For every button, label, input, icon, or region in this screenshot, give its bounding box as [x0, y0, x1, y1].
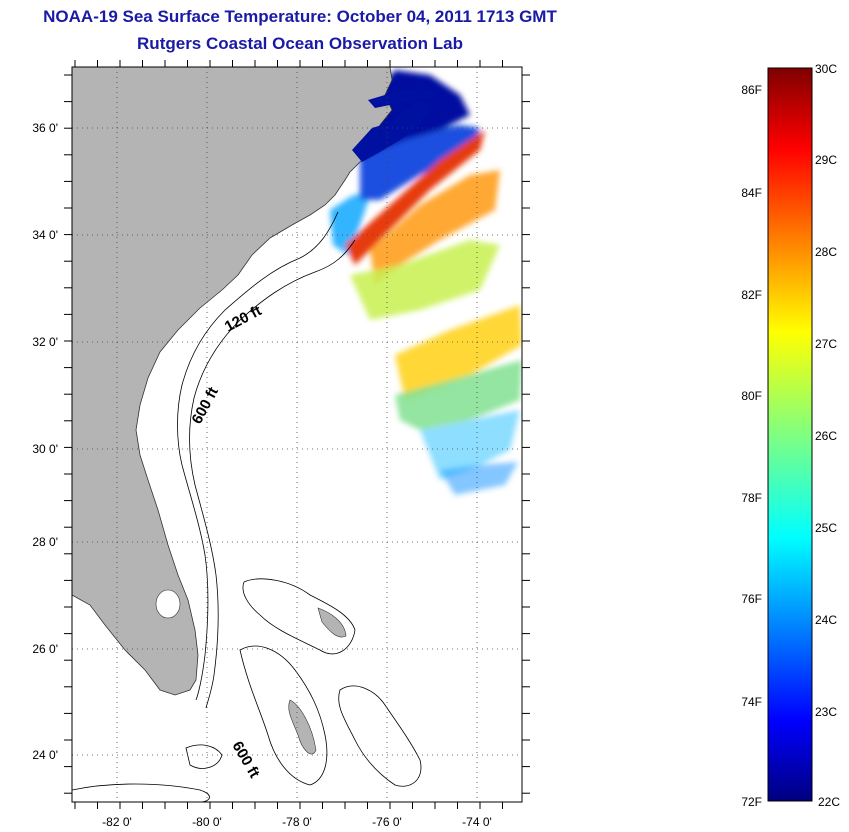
lat-tick-label: 36 0' — [32, 121, 58, 135]
albemarle-sound — [368, 88, 440, 108]
map-grid — [72, 67, 522, 802]
lat-tick-label: 26 0' — [32, 642, 58, 656]
lon-tick-label: -82 0' — [102, 815, 132, 829]
fahrenheit-label: 72F — [741, 795, 762, 809]
contour-600ft — [189, 239, 356, 709]
celsius-label: 29C — [815, 153, 837, 167]
lon-tick-label: -76 0' — [372, 815, 402, 829]
lon-tick-label: -74 0' — [462, 815, 492, 829]
fahrenheit-label: 82F — [741, 288, 762, 302]
colorbar-celsius-labels: 30C 29C 28C 27C 26C 25C 24C 23C 22C — [815, 62, 840, 809]
latitude-labels: 24 0' 26 0' 28 0' 30 0' 32 0' 34 0' 36 0… — [32, 121, 58, 762]
lat-tick-label: 32 0' — [32, 335, 58, 349]
map-subtitle: Rutgers Coastal Ocean Observation Lab — [137, 34, 463, 53]
lon-tick-label: -78 0' — [282, 815, 312, 829]
celsius-label: 30C — [815, 62, 837, 76]
colorbar-fahrenheit-labels: 86F 84F 82F 80F 78F 76F 74F 72F — [741, 83, 762, 809]
map-ticks — [64, 60, 530, 809]
fahrenheit-label: 80F — [741, 389, 762, 403]
map-area: 120 ft 600 ft 600 ft — [72, 67, 522, 802]
pamlico-sound — [352, 100, 432, 162]
sst-colorbar — [767, 67, 813, 802]
contour-120ft — [177, 211, 339, 701]
lat-tick-label: 34 0' — [32, 228, 58, 242]
fahrenheit-label: 86F — [741, 83, 762, 97]
lat-tick-label: 30 0' — [32, 442, 58, 456]
lon-tick-label: -80 0' — [192, 815, 222, 829]
fahrenheit-label: 74F — [741, 695, 762, 709]
fahrenheit-label: 84F — [741, 186, 762, 200]
lake-okeechobee — [155, 589, 181, 619]
celsius-label: 26C — [815, 429, 837, 443]
celsius-label: 22C — [818, 795, 840, 809]
celsius-label: 23C — [815, 705, 837, 719]
map-title: NOAA-19 Sea Surface Temperature: October… — [43, 7, 557, 26]
celsius-label: 27C — [815, 337, 837, 351]
celsius-label: 24C — [815, 613, 837, 627]
map-frame — [71, 66, 523, 803]
longitude-labels: -82 0' -80 0' -78 0' -76 0' -74 0' — [102, 815, 492, 829]
bahamas-islands — [72, 578, 422, 802]
fahrenheit-label: 78F — [741, 491, 762, 505]
celsius-label: 28C — [815, 245, 837, 259]
lat-tick-label: 24 0' — [32, 748, 58, 762]
fahrenheit-label: 76F — [741, 592, 762, 606]
celsius-label: 25C — [815, 521, 837, 535]
lat-tick-label: 28 0' — [32, 535, 58, 549]
